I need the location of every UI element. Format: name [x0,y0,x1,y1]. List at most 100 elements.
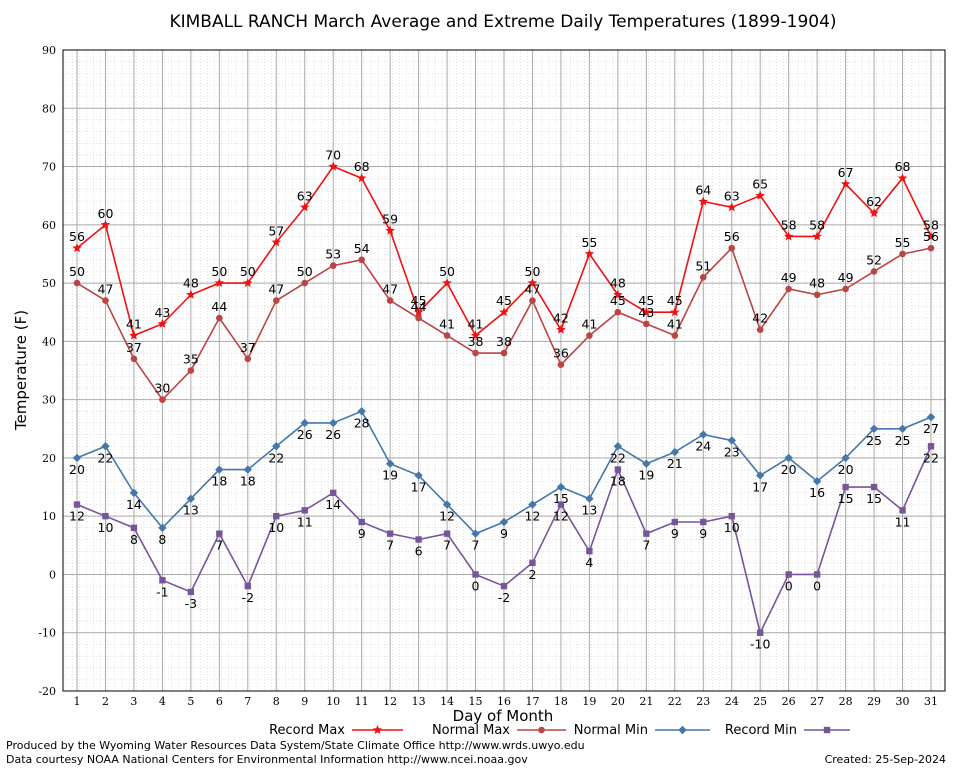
x-tick-label: 19 [582,695,596,708]
data-label-record-min: 0 [472,578,480,593]
data-label-normal-max: 38 [496,334,512,349]
data-label-normal-max: 47 [382,282,398,297]
data-point-record-max [869,208,879,218]
data-point-normal-max [529,297,536,304]
legend-label-record-max: Record Max [269,723,345,738]
legend: Record Max Normal Max Normal Min Record Min [269,723,850,738]
data-label-normal-max: 41 [439,317,455,332]
data-point-record-max [641,307,652,317]
x-tick-label: 2 [102,695,109,708]
data-label-normal-min: 22 [268,450,284,465]
data-label-record-min: 7 [642,538,650,553]
data-point-record-min [586,547,593,555]
data-point-normal-max [586,332,593,339]
data-point-record-min [870,483,878,491]
data-label-record-min: 0 [813,578,821,593]
x-axis-title: Day of Month [453,707,554,725]
data-point-record-max [783,231,794,241]
data-label-normal-max: 42 [752,311,768,326]
data-label-normal-min: 25 [895,433,911,448]
y-tick-label: 20 [42,452,56,465]
data-point-record-max [299,202,310,212]
data-label-normal-min: 25 [866,433,882,448]
data-point-record-min [643,530,650,537]
x-tick-label: 26 [782,695,796,708]
x-tick-label: 23 [696,695,710,708]
series-normal-min: 20 22 14 8 13 18 18 22 26 26 28 19 17 12 7 9 12 15 13 22 19 2… [69,407,939,553]
data-point-record-max [499,307,509,317]
data-point-normal-max [614,308,622,316]
x-tick-label: 12 [383,695,397,708]
data-label-record-min: -1 [156,584,168,599]
data-point-record-min [386,530,394,537]
data-point-record-max [613,289,623,299]
data-point-record-max [442,278,452,288]
data-point-normal-min [727,436,736,445]
data-label-normal-max: 41 [581,317,597,332]
data-label-normal-min: 14 [126,497,142,512]
data-label-record-min: 7 [386,538,394,553]
data-point-normal-max [272,297,280,304]
data-point-record-min [216,530,223,537]
data-point-normal-min [471,529,480,538]
data-label-normal-min: 24 [695,439,711,454]
data-label-record-min: 15 [838,491,854,506]
data-label-record-min: -3 [185,596,197,611]
data-label-normal-max: 44 [211,299,227,314]
data-label-record-min: 7 [443,538,451,553]
data-label-normal-min: 23 [724,444,740,459]
x-tick-label: 27 [810,695,824,708]
data-label-record-max: 42 [553,311,569,326]
data-point-normal-max [756,326,764,334]
data-point-record-min [273,512,280,520]
data-point-record-max [527,278,538,288]
data-point-normal-min [642,459,651,468]
data-label-record-max: 59 [382,212,398,227]
data-point-normal-min [72,453,82,463]
x-tick-label: 20 [611,695,625,708]
data-point-record-max [100,219,111,229]
data-label-normal-min: 26 [297,427,313,442]
data-point-normal-min [869,424,879,433]
data-point-normal-max [472,349,479,357]
y-tick-label: 90 [42,44,56,57]
x-tick-label: 8 [273,695,280,708]
data-label-record-min: -10 [750,637,770,652]
y-tick-label: 10 [42,510,56,523]
data-label-normal-max: 47 [268,282,284,297]
data-point-record-min [187,588,195,596]
data-point-record-min [330,489,337,497]
data-label-record-min: 12 [553,509,569,524]
footer-source: Data courtesy NOAA National Centers for … [6,753,528,766]
data-label-normal-max: 52 [866,252,882,267]
data-point-normal-min [812,477,822,486]
x-tick-label: 21 [639,695,653,708]
data-point-normal-max [813,291,821,299]
data-label-record-min: 4 [585,555,593,570]
data-point-normal-min [129,488,139,498]
data-label-record-max: 48 [183,276,199,291]
data-point-normal-min [556,482,566,492]
data-point-record-max [812,231,822,241]
y-tick-label: 80 [42,102,56,115]
data-label-normal-max: 36 [553,346,569,361]
x-tick-label: 13 [412,695,426,708]
data-point-normal-min [442,500,452,509]
data-point-record-min [842,483,849,491]
data-point-normal-max [73,279,81,287]
y-axis-title: Temperature (F) [12,310,30,431]
data-label-record-max: 41 [126,317,142,332]
data-point-record-min [614,466,622,473]
data-label-record-max: 57 [268,223,284,238]
data-label-normal-min: 17 [411,479,427,494]
data-point-normal-min [101,442,110,451]
data-point-record-min [244,582,251,590]
x-tick-label: 11 [355,695,369,708]
x-tick-label: 31 [924,695,938,708]
data-label-record-max: 41 [468,317,484,332]
data-point-normal-min [699,430,708,439]
data-point-normal-max [557,361,565,368]
data-point-normal-min [215,465,224,474]
data-point-record-max [413,307,424,317]
data-point-normal-max [415,314,422,322]
